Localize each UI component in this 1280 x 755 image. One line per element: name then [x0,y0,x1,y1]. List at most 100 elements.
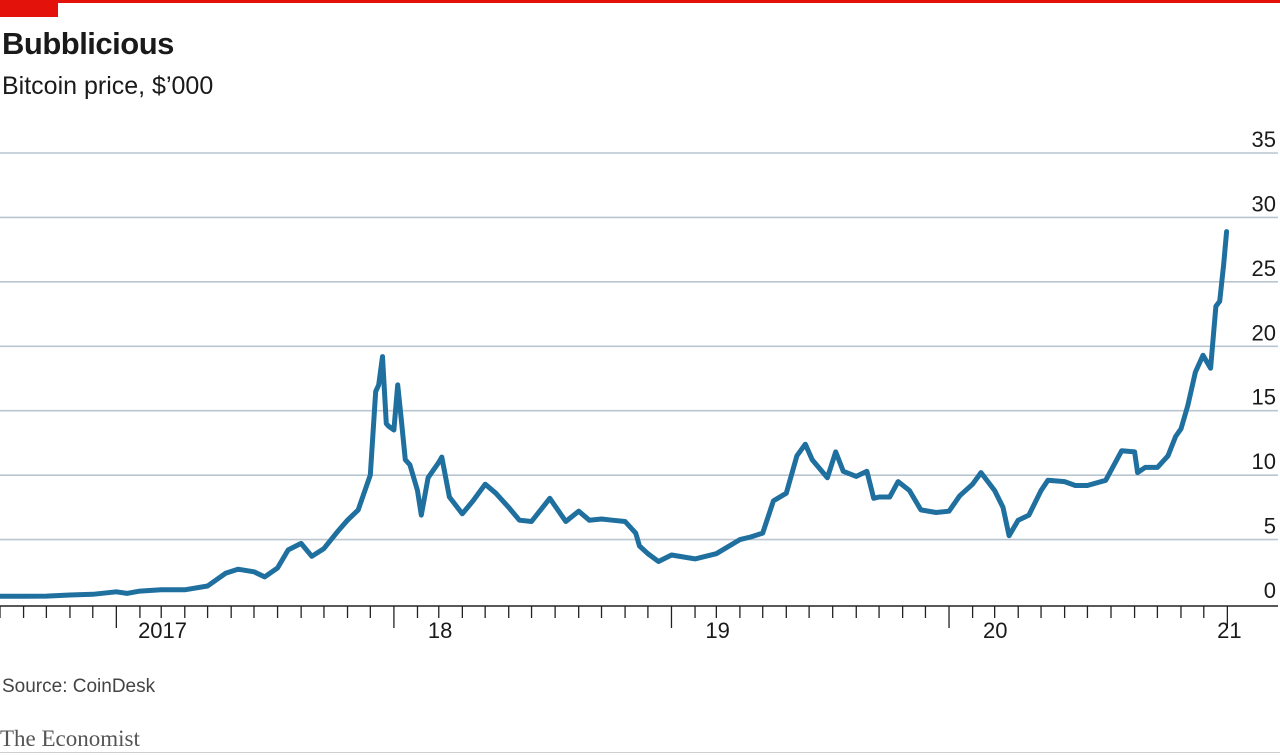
data-point [795,454,799,458]
data-point [1179,427,1183,431]
x-tick-label-18: 18 [428,618,452,643]
data-point [784,491,788,495]
data-point [738,538,742,542]
y-tick-label-10: 10 [1252,449,1276,474]
data-point [517,518,521,522]
data-point [971,482,975,486]
data-point [564,520,568,523]
data-point [993,489,997,493]
data-point [408,463,412,467]
accent-top-rule [0,0,1280,3]
data-point [1007,534,1011,538]
data-point [577,509,581,513]
data-point [979,471,983,475]
series-line-bitcoin-price [0,229,1230,599]
data-point [374,389,378,393]
data-point [224,571,228,575]
data-point [403,458,407,462]
x-axis: 2017 18 19 20 21 [0,605,1278,643]
data-point [896,480,900,484]
data-point [947,509,951,513]
data-point [356,508,360,512]
data-point [206,584,210,588]
data-point [934,511,938,514]
accent-tab [0,0,58,17]
data-point [623,520,627,523]
data-point [236,567,240,571]
chart-title: Bubblicious [2,26,174,61]
data-point [416,489,419,493]
data-point [1193,370,1197,374]
gridlines [0,152,1278,541]
data-point [437,460,441,464]
data-point [908,489,911,493]
data-point [494,491,498,495]
data-point [460,512,464,516]
data-point [310,554,314,558]
data-point [548,496,552,500]
data-point [1186,404,1190,408]
data-point [1016,518,1020,522]
data-point [299,541,303,545]
y-tick-label-15: 15 [1252,385,1276,410]
data-point [834,450,838,454]
data-point [471,499,475,503]
y-axis-tick-labels: 0 5 10 15 20 25 30 35 [1252,127,1276,603]
data-point [919,508,923,512]
data-point [440,455,444,459]
data-point [1209,366,1213,370]
data-point [530,520,533,523]
data-point [426,476,430,480]
data-point [1063,480,1067,484]
data-point [252,570,256,574]
data-point [1218,299,1222,303]
data-point [1001,505,1005,509]
chart-canvas: 0 5 10 15 20 25 30 35 2017 18 19 20 21 [0,127,1278,643]
brand-logo: The Economist [0,726,140,751]
data-point [854,474,858,478]
data-point [693,557,697,561]
chart-subtitle: Bitcoin price, $’000 [2,72,214,100]
data-point [634,531,638,535]
data-point [1155,465,1159,469]
data-point [263,575,267,579]
x-tick-label-2017: 2017 [138,618,187,643]
data-point [1085,484,1089,487]
data-point [1201,353,1205,357]
data-point [888,495,892,499]
source-note: Source: CoinDesk [2,676,156,697]
data-point [377,383,381,387]
data-point [392,428,396,432]
data-point [761,531,765,535]
data-point [638,544,641,548]
data-point [1225,230,1229,234]
y-tick-label-0: 0 [1264,578,1276,603]
bottom-divider [0,752,1280,753]
data-point [44,594,48,598]
data-point [1166,454,1170,458]
data-point [336,529,340,533]
data-point [1222,263,1226,267]
data-point [399,413,403,417]
data-point [810,458,814,462]
data-point [670,553,673,557]
data-point [587,518,591,522]
data-point [1104,478,1108,482]
y-tick-label-5: 5 [1264,514,1276,539]
data-point [368,473,372,477]
data-point [447,495,451,499]
data-point [771,499,775,503]
data-point [1073,484,1077,487]
data-point [387,424,391,428]
data-point [872,496,876,500]
data-point [396,383,400,387]
data-point [1046,478,1050,482]
data-point [877,495,881,499]
data-point [958,494,962,498]
data-point [22,594,26,598]
series-group [0,229,1230,599]
data-point [276,566,280,570]
data-point [0,594,2,598]
y-tick-label-35: 35 [1252,127,1276,152]
data-point [825,476,829,480]
